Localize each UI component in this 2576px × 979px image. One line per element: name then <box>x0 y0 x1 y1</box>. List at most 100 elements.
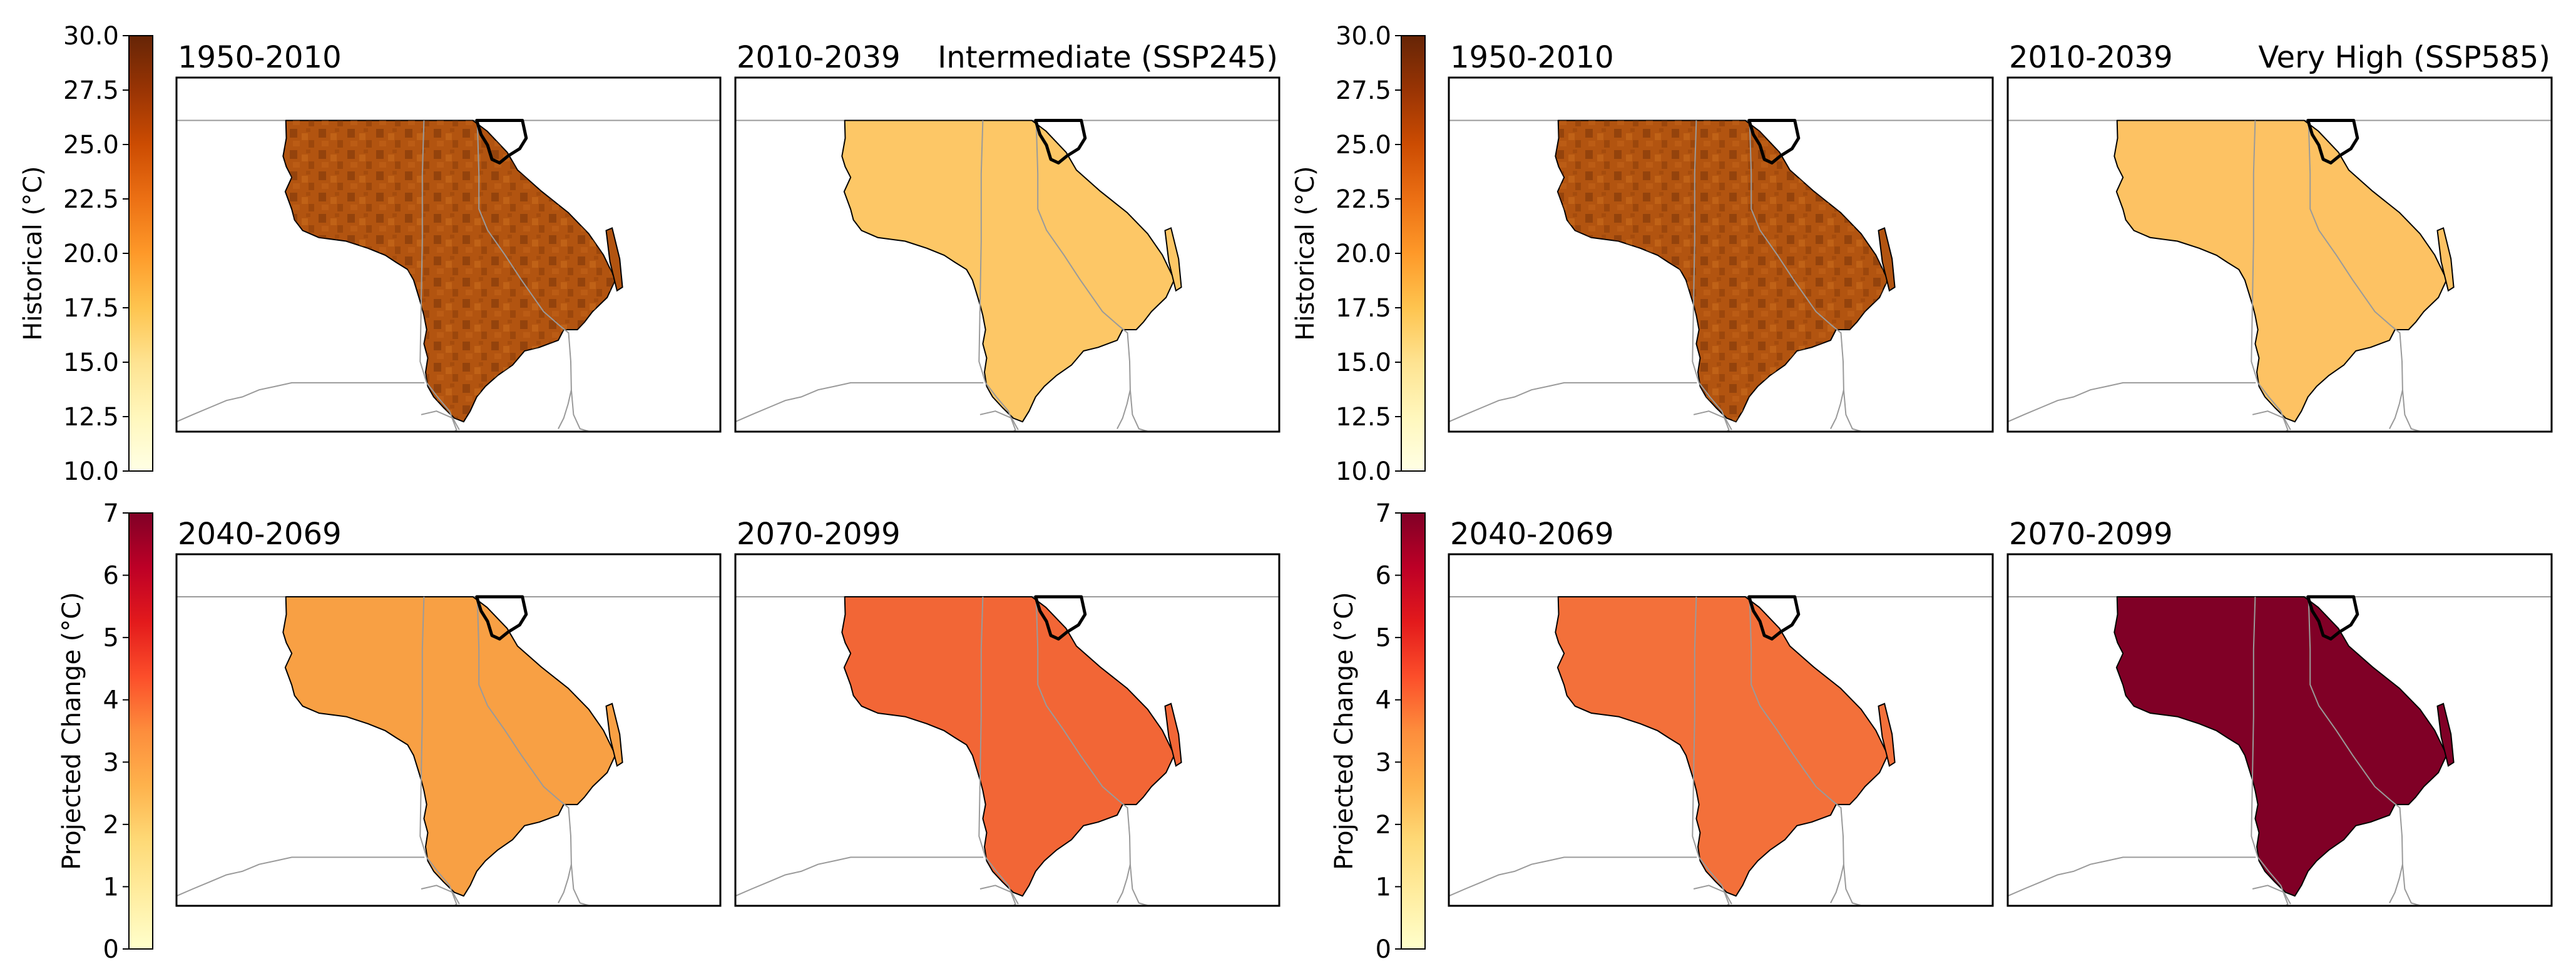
map-panel: 2010-2039 Very High (SSP585) <box>2006 40 2553 433</box>
map-border-line <box>978 120 1016 432</box>
region-fill-east-sliver <box>605 703 623 767</box>
map-frame <box>734 76 1280 433</box>
map-border-line <box>476 120 590 432</box>
colorbar-tick-label: 2 <box>103 811 119 840</box>
region-texture <box>1555 120 1888 422</box>
map-border-line <box>1692 596 1730 906</box>
colorbar-tick-label: 12.5 <box>1336 403 1391 432</box>
colorbar-tick-label: 0 <box>1376 935 1391 964</box>
top-colorbar: 10.0 12.5 15.0 17.5 20.0 22.5 25.0 27.5 30.0 Hist… <box>19 22 153 486</box>
map-border-line <box>176 382 425 423</box>
map-border-line <box>2389 864 2403 903</box>
region-fill <box>282 596 616 897</box>
map-border-line <box>419 596 457 906</box>
region-fill-east-sliver <box>1164 703 1182 767</box>
region-fill-east-sliver <box>2436 703 2455 767</box>
panel-period-title: 2040-2069 <box>1450 517 1614 552</box>
colorbar-label: Historical (°C) <box>19 166 48 340</box>
map-frame <box>1448 76 1994 433</box>
map-border-line <box>1035 120 1149 432</box>
map-border-line <box>1693 885 1732 905</box>
colorbar-tick-label: 6 <box>1376 562 1391 591</box>
colorbar-tick-label: 22.5 <box>1336 185 1391 214</box>
colorbar-tick-label: 17.5 <box>63 294 119 323</box>
map-border-line <box>1448 382 1697 423</box>
region-fill <box>841 119 1175 423</box>
map-border-line <box>1692 120 1730 432</box>
scenario-label: Very High (SSP585) <box>2258 40 2550 75</box>
colorbar-tick-label: 30.0 <box>63 22 119 51</box>
map-border-line <box>421 885 460 905</box>
colorbar-tick-label: 30.0 <box>1336 22 1391 51</box>
map-border-line <box>421 410 460 430</box>
colorbar-tick-label: 3 <box>103 748 119 777</box>
map-border-line <box>2252 410 2291 430</box>
map-panel: 2040-2069 <box>175 517 722 907</box>
highlighted-region-outline <box>1034 595 1087 641</box>
map-border-line <box>176 856 425 897</box>
map-border-line <box>558 389 572 429</box>
map-frame <box>734 553 1280 907</box>
map-panel: 2040-2069 <box>1448 517 1994 907</box>
colorbar-tick-label: 20.0 <box>63 240 119 268</box>
colorbar-tick-label: 10.0 <box>63 457 119 486</box>
panel-period-title: 2070-2099 <box>2009 517 2173 552</box>
panel-period-title: 1950-2010 <box>1450 40 1614 75</box>
map-frame <box>1448 553 1994 907</box>
map-border-line <box>979 410 1019 430</box>
panel-period-title: 2010-2039 <box>2009 40 2173 75</box>
map-border-line <box>1448 856 1697 897</box>
region-fill-east-sliver <box>1164 227 1182 292</box>
colorbar-tick-label: 25.0 <box>63 131 119 160</box>
map-border-line <box>558 864 572 903</box>
region-fill <box>1555 596 1889 897</box>
map-border-line <box>735 856 984 897</box>
panel-period-title: 2010-2039 <box>737 40 901 75</box>
highlighted-region-outline <box>2306 119 2359 165</box>
region-fill <box>2113 596 2448 897</box>
colorbar-label: Historical (°C) <box>1291 166 1320 340</box>
colorbar-tick-label: 7 <box>1376 499 1391 528</box>
colorbar-tick-label: 4 <box>103 686 119 715</box>
panel-period-title: 1950-2010 <box>178 40 342 75</box>
map-border-line <box>1749 596 1863 906</box>
region-fill <box>841 596 1175 897</box>
map-border-line <box>1693 410 1732 430</box>
map-border-line <box>476 596 590 906</box>
map-border-line <box>2308 120 2421 432</box>
map-border-line <box>2007 856 2256 897</box>
map-border-line <box>2007 382 2256 423</box>
top-colorbar: 10.0 12.5 15.0 17.5 20.0 22.5 25.0 27.5 30.0 Hist… <box>1291 22 1426 486</box>
highlighted-region-outline <box>2306 595 2359 641</box>
map-border-line <box>1117 389 1131 429</box>
colorbar-tick-label: 27.5 <box>63 76 119 105</box>
map-border-line <box>2251 120 2289 432</box>
colorbar-tick-label: 10.0 <box>1336 457 1391 486</box>
bottom-colorbar: 0 1 2 3 4 5 6 7 Projected Change (°C) <box>1330 499 1426 964</box>
colorbar-tick-label: 15.0 <box>63 348 119 377</box>
map-panel: 2010-2039 Intermediate (SSP245) <box>734 40 1280 433</box>
colorbar-tick-label: 7 <box>103 499 119 528</box>
map-border-line <box>735 382 984 423</box>
colorbar-tick-label: 5 <box>103 624 119 652</box>
map-border-line <box>1830 864 1844 903</box>
map-panel: 1950-2010 <box>1448 40 1994 433</box>
colorbar-gradient <box>128 512 153 950</box>
map-border-line <box>1117 864 1131 903</box>
colorbar-label: Projected Change (°C) <box>58 592 86 870</box>
map-frame <box>175 553 722 907</box>
map-border-line <box>2308 596 2421 906</box>
colorbar-tick-label: 2 <box>1376 811 1391 840</box>
map-border-line <box>419 120 457 432</box>
highlighted-region-outline <box>1747 595 1801 641</box>
figure-group-2: 10.0 12.5 15.0 17.5 20.0 22.5 25.0 27.5 30.0 Hist… <box>1291 22 2553 964</box>
map-panel: 2070-2099 <box>734 517 1280 907</box>
region-fill-east-sliver <box>1878 703 1896 767</box>
colorbar-tick-label: 15.0 <box>1336 348 1391 377</box>
colorbar-tick-label: 27.5 <box>1336 76 1391 105</box>
map-panel: 2070-2099 <box>2006 517 2553 907</box>
map-panel: 1950-2010 <box>175 40 722 433</box>
scenario-label: Intermediate (SSP245) <box>938 40 1278 75</box>
region-texture <box>283 120 616 422</box>
